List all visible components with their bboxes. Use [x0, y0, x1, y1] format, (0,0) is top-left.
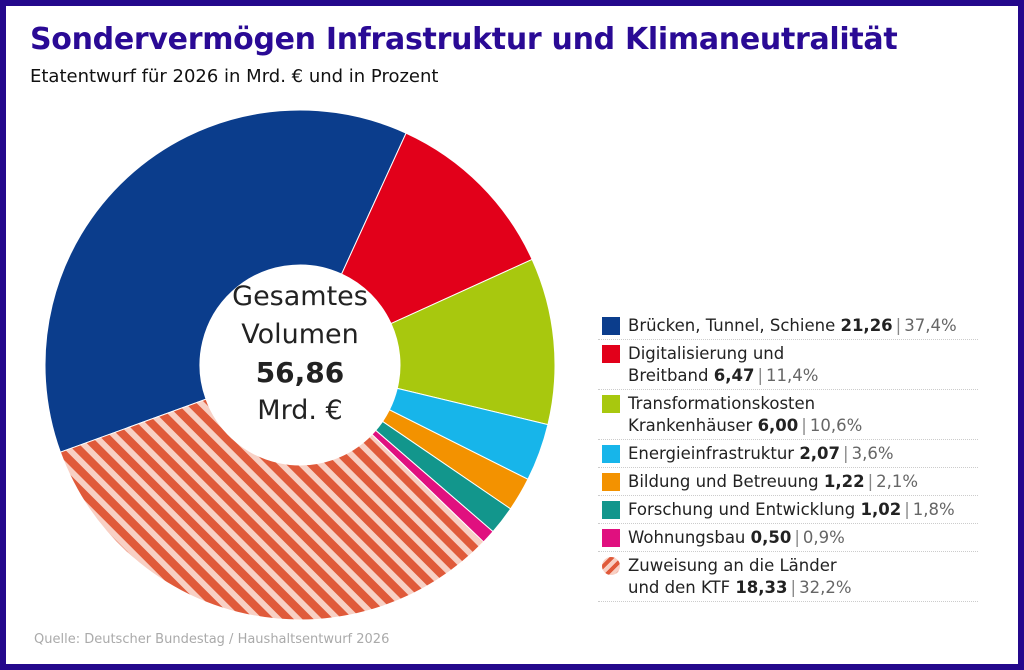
legend-swatch: [602, 557, 620, 575]
chart-title: Sondervermögen Infrastruktur und Klimane…: [30, 22, 898, 57]
legend-item: Transformationskosten Krankenhäuser 6,00 |…: [598, 390, 978, 440]
legend-swatch: [602, 529, 620, 547]
legend-text: Wohnungsbau 0,50 | 0,9%: [628, 527, 845, 549]
legend-separator: |: [867, 472, 874, 491]
legend-value: 0,50: [750, 528, 792, 547]
legend-separator: |: [757, 366, 763, 385]
legend-item: Bildung und Betreuung 1,22 | 2,1%: [598, 468, 978, 496]
legend-value: 2,07: [799, 444, 841, 463]
legend-item: Zuweisung an die Länder und den KTF 18,33…: [598, 552, 978, 602]
legend-swatch: [602, 345, 620, 363]
legend-percent: 11,4%: [766, 366, 819, 385]
legend-label: Forschung und Entwicklung: [628, 500, 856, 519]
chart-subtitle: Etatentwurf für 2026 in Mrd. € und in Pr…: [30, 66, 439, 87]
legend-swatch: [602, 317, 620, 335]
legend-label: Brücken, Tunnel, Schiene: [628, 316, 836, 335]
donut-slice-0: [44, 109, 407, 453]
center-line2: Volumen: [241, 319, 359, 350]
legend-value: 1,02: [860, 500, 902, 519]
legend-separator: |: [843, 444, 849, 463]
legend-value: 18,33: [735, 578, 788, 597]
legend-percent: 3,6%: [851, 444, 894, 463]
legend-separator: |: [790, 578, 797, 597]
donut-slice-7: [59, 398, 485, 621]
legend-label: Zuweisung an die Länder und den KTF: [628, 556, 837, 597]
legend-label: Bildung und Betreuung: [628, 472, 819, 491]
legend-value: 6,00: [757, 416, 799, 435]
legend-swatch: [602, 473, 620, 491]
legend-text: Brücken, Tunnel, Schiene 21,26 | 37,4%: [628, 315, 957, 337]
legend-label: Wohnungsbau: [628, 528, 746, 547]
legend-item: Forschung und Entwicklung 1,02 | 1,8%: [598, 496, 978, 524]
legend-item: Digitalisierung und Breitband 6,47 | 11,4%: [598, 340, 978, 390]
legend: Brücken, Tunnel, Schiene 21,26 | 37,4% Digi…: [598, 312, 978, 602]
legend-text: Energieinfrastruktur 2,07 | 3,6%: [628, 443, 894, 465]
center-line1: Gesamtes: [232, 281, 368, 312]
legend-separator: |: [904, 500, 910, 519]
center-total-value: 56,86: [255, 356, 345, 389]
legend-value: 21,26: [840, 316, 893, 335]
legend-separator: |: [794, 528, 800, 547]
legend-percent: 1,8%: [912, 500, 955, 519]
legend-label: Transformationskosten Krankenhäuser: [628, 394, 816, 435]
legend-swatch: [602, 395, 620, 413]
legend-text: Transformationskosten Krankenhäuser 6,00 |…: [628, 393, 862, 437]
legend-separator: |: [895, 316, 902, 335]
donut-slice-1: [340, 132, 533, 325]
legend-separator: |: [801, 416, 807, 435]
legend-text: Digitalisierung und Breitband 6,47 | 11,4%: [628, 343, 818, 387]
legend-label: Digitalisierung und Breitband: [628, 344, 785, 385]
legend-item: Wohnungsbau 0,50 | 0,9%: [598, 524, 978, 552]
legend-item: Brücken, Tunnel, Schiene 21,26 | 37,4%: [598, 312, 978, 340]
legend-percent: 10,6%: [809, 416, 863, 435]
source-note: Quelle: Deutscher Bundestag / Haushaltse…: [34, 632, 390, 647]
donut-center-label: Gesamtes Volumen 56,86 Mrd. €: [200, 278, 400, 430]
legend-value: 6,47: [713, 366, 755, 385]
legend-swatch: [602, 501, 620, 519]
legend-text: Zuweisung an die Länder und den KTF 18,33…: [628, 555, 852, 599]
legend-percent: 32,2%: [799, 578, 852, 597]
legend-value: 1,22: [823, 472, 865, 491]
legend-text: Bildung und Betreuung 1,22 | 2,1%: [628, 471, 918, 493]
legend-swatch: [602, 445, 620, 463]
legend-label: Energieinfrastruktur: [628, 444, 795, 463]
legend-text: Forschung und Entwicklung 1,02 | 1,8%: [628, 499, 955, 521]
center-unit: Mrd. €: [257, 395, 343, 426]
donut-slice-2: [390, 258, 556, 426]
legend-percent: 2,1%: [876, 472, 919, 491]
legend-percent: 0,9%: [802, 528, 845, 547]
legend-percent: 37,4%: [904, 316, 957, 335]
legend-item: Energieinfrastruktur 2,07 | 3,6%: [598, 440, 978, 468]
